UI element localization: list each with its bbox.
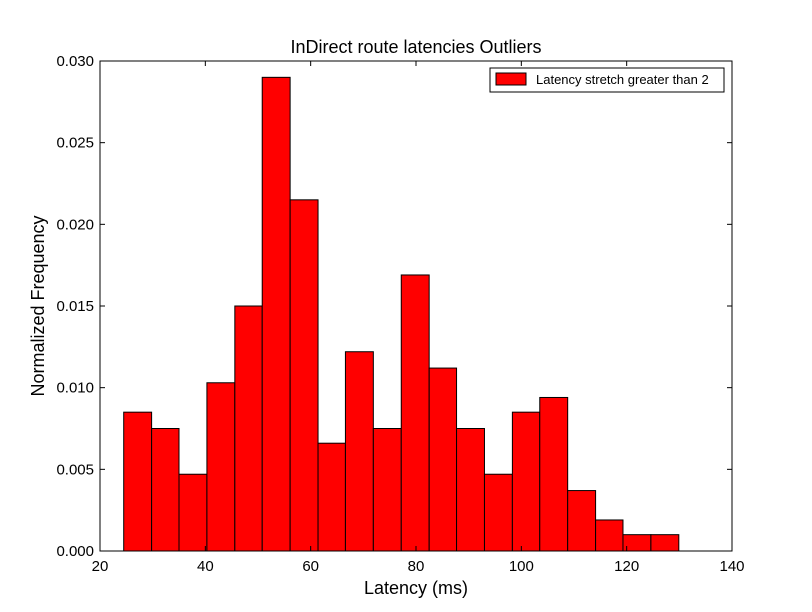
x-tick-label: 120 — [614, 558, 639, 575]
legend: Latency stretch greater than 2 — [489, 67, 725, 93]
histogram-bar — [151, 428, 180, 552]
histogram-bar — [372, 428, 402, 552]
histogram-bar — [456, 428, 485, 552]
x-tick-label: 20 — [92, 558, 109, 575]
legend-label: Latency stretch greater than 2 — [536, 72, 709, 87]
y-tick-label: 0.030 — [56, 53, 94, 70]
y-tick-label: 0.025 — [56, 135, 94, 152]
histogram-bar — [206, 382, 236, 552]
x-tick-label: 60 — [302, 558, 319, 575]
histogram-bar — [344, 351, 374, 552]
x-axis-title: Latency (ms) — [364, 578, 468, 598]
chart-title: InDirect route latencies Outliers — [290, 37, 541, 57]
histogram-bar — [511, 411, 541, 552]
histogram-bar — [428, 367, 458, 552]
histogram-bar — [650, 534, 680, 552]
histogram-bar — [567, 490, 597, 552]
histogram-bar — [234, 305, 263, 552]
x-tick-label: 40 — [197, 558, 214, 575]
histogram-bar — [261, 76, 291, 552]
histogram-bar — [123, 411, 153, 552]
x-tick-label: 100 — [509, 558, 534, 575]
histogram-bar — [289, 199, 319, 552]
histogram-bar — [595, 519, 624, 552]
y-axis-title: Normalized Frequency — [28, 215, 48, 396]
histogram-bar — [622, 534, 652, 552]
x-axis: 20 40 60 80 100 120 140 — [92, 61, 745, 575]
histogram-bar — [178, 473, 208, 552]
y-tick-label: 0.015 — [56, 298, 94, 315]
histogram-bar — [483, 473, 513, 552]
y-axis: 0.000 0.005 0.010 0.015 0.020 0.025 0.030 — [56, 53, 732, 560]
legend-box — [489, 67, 725, 93]
histogram-bar — [400, 274, 430, 552]
y-tick-label: 0.010 — [56, 380, 94, 397]
x-tick-label: 140 — [719, 558, 744, 575]
bars-group — [123, 76, 680, 552]
histogram-bar — [539, 396, 569, 552]
y-tick-label: 0.000 — [56, 543, 94, 560]
histogram-bar — [317, 442, 346, 552]
x-tick-label: 80 — [408, 558, 425, 575]
y-tick-label: 0.005 — [56, 461, 94, 478]
y-tick-label: 0.020 — [56, 216, 94, 233]
legend-swatch — [495, 72, 527, 86]
